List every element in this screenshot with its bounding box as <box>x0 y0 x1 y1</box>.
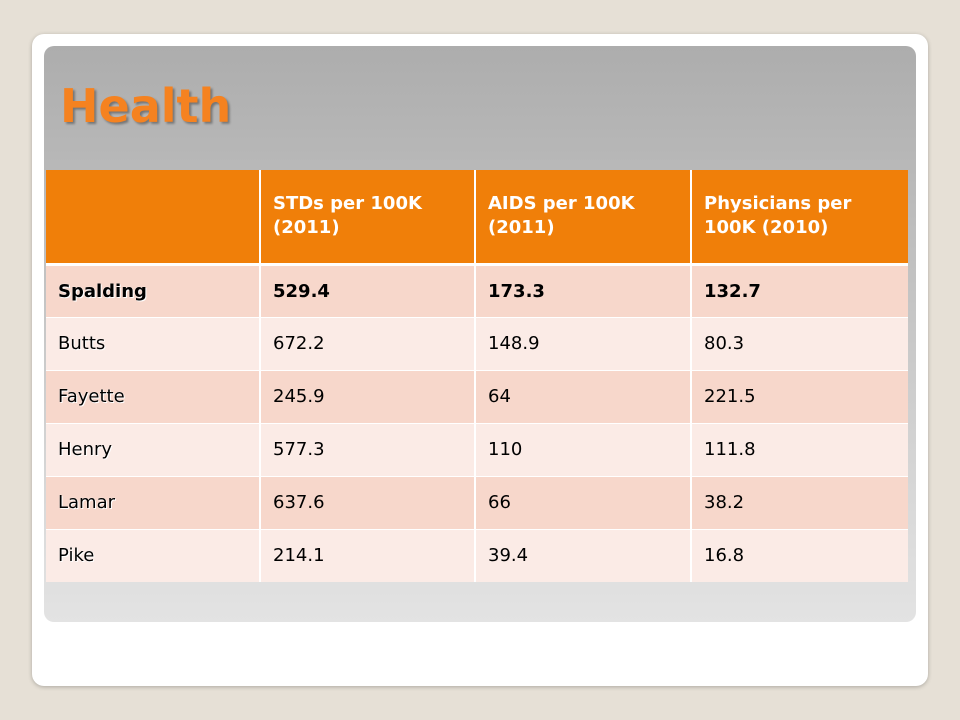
physicians-cell: 38.2 <box>691 475 908 529</box>
aids-cell: 39.4 <box>475 528 692 582</box>
table-row: Pike 214.1 39.4 16.8 <box>46 528 908 582</box>
physicians-cell: 80.3 <box>691 316 908 370</box>
county-cell: Butts <box>46 316 261 370</box>
stds-cell: 637.6 <box>260 475 476 529</box>
stds-cell: 577.3 <box>260 422 476 476</box>
county-cell: Pike <box>46 528 261 582</box>
county-name: Lamar <box>58 492 116 513</box>
table-row: Spalding 529.4 173.3 132.7 <box>46 263 908 317</box>
county-cell: Henry <box>46 422 261 476</box>
table-row: Butts 672.2 148.9 80.3 <box>46 316 908 370</box>
header-physicians: Physicians per 100K (2010) <box>691 170 908 266</box>
county-name: Henry <box>58 439 113 460</box>
aids-cell: 64 <box>475 369 692 423</box>
slide-title: Health <box>60 79 232 133</box>
header-county <box>46 170 261 266</box>
table-row: Lamar 637.6 66 38.2 <box>46 475 908 529</box>
table-row: Fayette 245.9 64 221.5 <box>46 369 908 423</box>
county-cell: Spalding <box>46 263 261 317</box>
county-name: Pike <box>58 545 95 567</box>
stds-cell: 672.2 <box>260 316 476 370</box>
aids-cell: 148.9 <box>475 316 692 370</box>
aids-cell: 173.3 <box>475 263 692 317</box>
health-table: STDs per 100K (2011) AIDS per 100K (2011… <box>46 170 908 582</box>
physicians-cell: 132.7 <box>691 263 908 317</box>
physicians-cell: 111.8 <box>691 422 908 476</box>
county-cell: Fayette <box>46 369 261 423</box>
stds-cell: 214.1 <box>260 528 476 582</box>
aids-cell: 110 <box>475 422 692 476</box>
physicians-cell: 221.5 <box>691 369 908 423</box>
table-row: Henry 577.3 110 111.8 <box>46 422 908 476</box>
aids-cell: 66 <box>475 475 692 529</box>
table-header-row: STDs per 100K (2011) AIDS per 100K (2011… <box>46 170 908 266</box>
county-cell: Lamar <box>46 475 261 529</box>
stds-cell: 245.9 <box>260 369 476 423</box>
header-stds: STDs per 100K (2011) <box>260 170 476 266</box>
county-name: Fayette <box>58 386 125 407</box>
county-name: Spalding <box>58 280 147 302</box>
physicians-cell: 16.8 <box>691 528 908 582</box>
county-name: Butts <box>58 333 106 354</box>
stds-cell: 529.4 <box>260 263 476 317</box>
header-aids: AIDS per 100K (2011) <box>475 170 692 266</box>
